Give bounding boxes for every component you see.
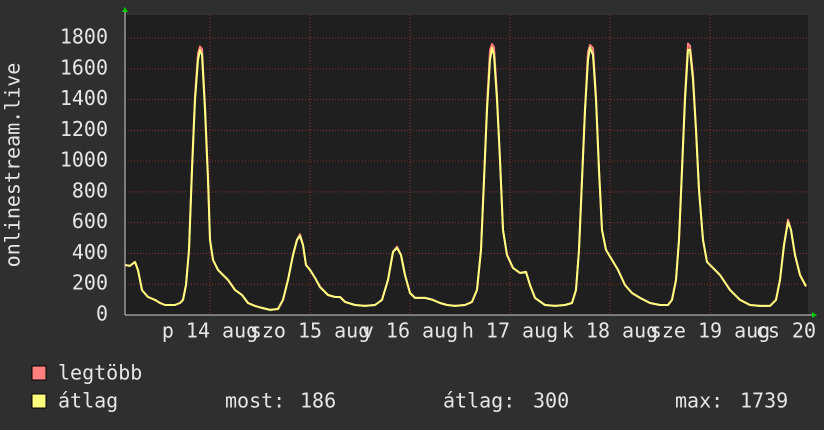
y-tick-label: 1400 [60, 86, 108, 110]
y-tick-label: 800 [72, 178, 108, 202]
x-tick-label: h 17 aug [462, 319, 558, 343]
stat-value: 1739 [740, 389, 788, 413]
stat-value: 186 [300, 389, 336, 413]
x-tick-label: v 16 aug [362, 319, 458, 343]
y-tick-label: 200 [72, 271, 108, 295]
grid [125, 15, 808, 316]
y-tick-label: 0 [96, 302, 108, 326]
y-axis-label: onlinestream.live [1, 63, 25, 268]
stat-value: 300 [533, 389, 569, 413]
x-tick-label: szo 15 aug [250, 319, 370, 343]
legend-label: átlag [58, 389, 118, 413]
lines [124, 42, 807, 311]
x-tick-label: cs 20 aug [756, 319, 824, 343]
legend: legtöbb átlag most: 186 átlag: 300 max: 1739 [31, 361, 788, 413]
legend-label: legtöbb [58, 361, 142, 385]
y-tick-label: 600 [72, 209, 108, 233]
y-tick-label: 1200 [60, 117, 108, 141]
legend-swatch [31, 393, 47, 409]
legend-swatch [31, 365, 47, 381]
x-tick-label: sze 19 aug [650, 319, 770, 343]
x-tick-label: k 18 aug [562, 319, 658, 343]
series-line [124, 46, 807, 311]
y-tick-label: 1600 [60, 55, 108, 79]
stat-label: most: [225, 389, 285, 413]
ticks: 0 200 400 600 800 1000 1200 1400 1600 1800 p 14 au… [60, 25, 824, 343]
y-tick-label: 1800 [60, 25, 108, 49]
x-axis-arrow [812, 312, 817, 318]
y-tick-label: 400 [72, 240, 108, 264]
y-axis-arrow [122, 7, 128, 12]
plot-area [125, 15, 808, 315]
y-tick-label: 1000 [60, 148, 108, 172]
stat-label: átlag: [443, 389, 515, 413]
stat-label: max: [675, 389, 723, 413]
x-tick-label: p 14 aug [162, 319, 258, 343]
